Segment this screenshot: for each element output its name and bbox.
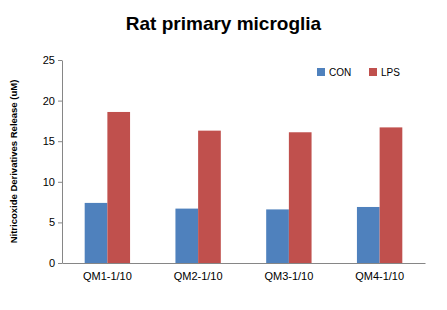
y-tick: 0 bbox=[49, 257, 62, 269]
legend: CON LPS bbox=[317, 67, 400, 78]
bar bbox=[266, 209, 289, 263]
bar bbox=[175, 209, 198, 263]
x-tick-label: QM1-1/10 bbox=[83, 270, 132, 282]
y-axis-title: Nitricoxide Derivatives Release (uM) bbox=[8, 80, 19, 244]
y-tick-mark bbox=[58, 222, 62, 223]
y-tick-label: 10 bbox=[43, 176, 55, 188]
plot: 0 5 10 15 20 25 QM1-1/10 QM2-1/10 QM3-1/10 QM4-1/… bbox=[43, 54, 426, 282]
y-tick-label: 15 bbox=[43, 135, 55, 147]
y-tick: 5 bbox=[49, 216, 62, 228]
y-tick-mark bbox=[58, 101, 62, 102]
bar bbox=[107, 112, 130, 263]
y-tick: 25 bbox=[43, 54, 62, 66]
y-tick-mark bbox=[58, 141, 62, 142]
y-tick-label: 25 bbox=[43, 54, 55, 66]
legend-label: LPS bbox=[381, 67, 400, 78]
x-tick-label: QM2-1/10 bbox=[174, 270, 223, 282]
x-tick: QM4-1/10 bbox=[355, 263, 404, 282]
y-tick-label: 5 bbox=[49, 216, 55, 228]
legend-swatch bbox=[317, 68, 325, 76]
x-tick-label: QM3-1/10 bbox=[264, 270, 313, 282]
y-tick: 15 bbox=[43, 135, 62, 147]
bar bbox=[85, 203, 108, 263]
x-tick-label: QM4-1/10 bbox=[355, 270, 404, 282]
y-axis-line bbox=[62, 61, 63, 264]
legend-swatch bbox=[369, 68, 377, 76]
x-tick: QM2-1/10 bbox=[174, 263, 223, 282]
y-tick-mark bbox=[58, 263, 62, 264]
x-axis-line bbox=[63, 263, 426, 264]
bar bbox=[289, 132, 312, 263]
y-tick-mark bbox=[58, 182, 62, 183]
bars bbox=[85, 112, 403, 263]
y-tick: 20 bbox=[43, 95, 62, 107]
y-tick-label: 20 bbox=[43, 95, 55, 107]
bar bbox=[198, 131, 221, 263]
x-tick: QM1-1/10 bbox=[83, 263, 132, 282]
x-tick: QM3-1/10 bbox=[264, 263, 313, 282]
legend-label: CON bbox=[329, 67, 351, 78]
y-tick: 10 bbox=[43, 176, 62, 188]
y-tick-mark bbox=[58, 60, 62, 61]
y-tick-label: 0 bbox=[49, 257, 55, 269]
chart: Rat primary microglia0510152025QM1-1/10Q… bbox=[0, 0, 447, 310]
bar bbox=[357, 207, 380, 263]
bar bbox=[380, 127, 403, 263]
legend-item: CON bbox=[317, 67, 351, 78]
legend-item: LPS bbox=[369, 67, 400, 78]
x-axis: QM1-1/10 QM2-1/10 QM3-1/10 QM4-1/10 bbox=[63, 263, 426, 282]
title: Rat primary microglia bbox=[126, 13, 322, 34]
y-axis: 0 5 10 15 20 25 bbox=[43, 54, 63, 269]
